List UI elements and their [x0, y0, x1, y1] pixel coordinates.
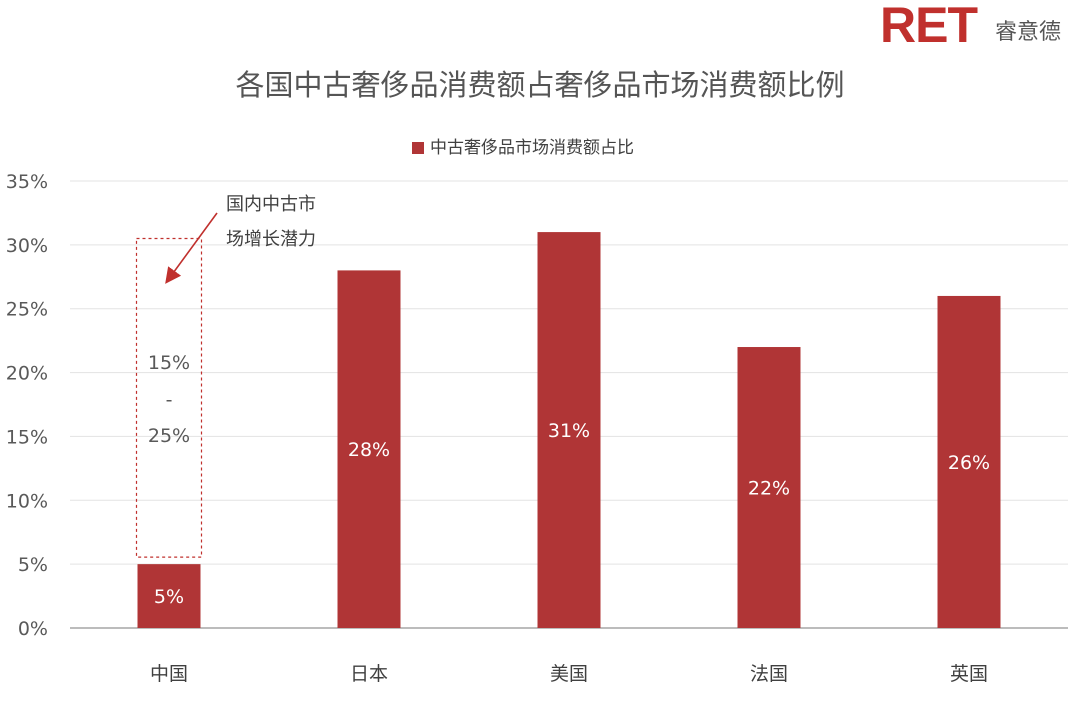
y-tick-label: 5%: [18, 554, 48, 576]
y-tick-label: 15%: [6, 426, 48, 448]
legend-label: 中古奢侈品市场消费额占比: [430, 138, 634, 158]
y-tick-label: 25%: [6, 299, 48, 321]
potential-range-label: 25%: [148, 425, 190, 447]
x-tick-label: 法国: [750, 663, 788, 685]
potential-range-label: 15%: [148, 352, 190, 374]
annotation-arrow: [165, 212, 218, 284]
data-label: 26%: [948, 452, 990, 474]
potential-range-label: -: [166, 389, 173, 411]
bar: [137, 564, 201, 628]
x-tick-label: 中国: [150, 663, 188, 685]
bar: [337, 270, 401, 628]
logo-mark: RET: [880, 0, 978, 53]
legend-swatch: [412, 142, 424, 154]
potential-range-box: [135, 237, 203, 558]
data-label: 31%: [548, 420, 590, 442]
data-label: 28%: [348, 439, 390, 461]
logo-text: 睿意德: [995, 20, 1062, 45]
data-label: 5%: [154, 586, 184, 608]
annotation-text: 国内中古市: [226, 194, 316, 215]
y-tick-label: 20%: [6, 363, 48, 385]
x-tick-label: 日本: [350, 663, 388, 685]
x-tick-label: 美国: [550, 663, 588, 685]
bar: [937, 295, 1001, 628]
legend: 中古奢侈品市场消费额占比: [412, 133, 634, 158]
x-tick-label: 英国: [950, 663, 988, 685]
bar: [537, 232, 601, 629]
annotation-text: 场增长潜力: [226, 229, 316, 250]
y-tick-label: 10%: [6, 490, 48, 512]
y-tick-label: 30%: [6, 235, 48, 257]
y-tick-label: 0%: [18, 618, 48, 640]
y-tick-label: 35%: [6, 171, 48, 193]
data-label: 22%: [748, 478, 790, 500]
chart-title: 各国中古奢侈品消费额占奢侈品市场消费额比例: [235, 68, 845, 102]
logo: RET 睿意德: [880, 0, 1080, 53]
bar: [737, 347, 801, 628]
